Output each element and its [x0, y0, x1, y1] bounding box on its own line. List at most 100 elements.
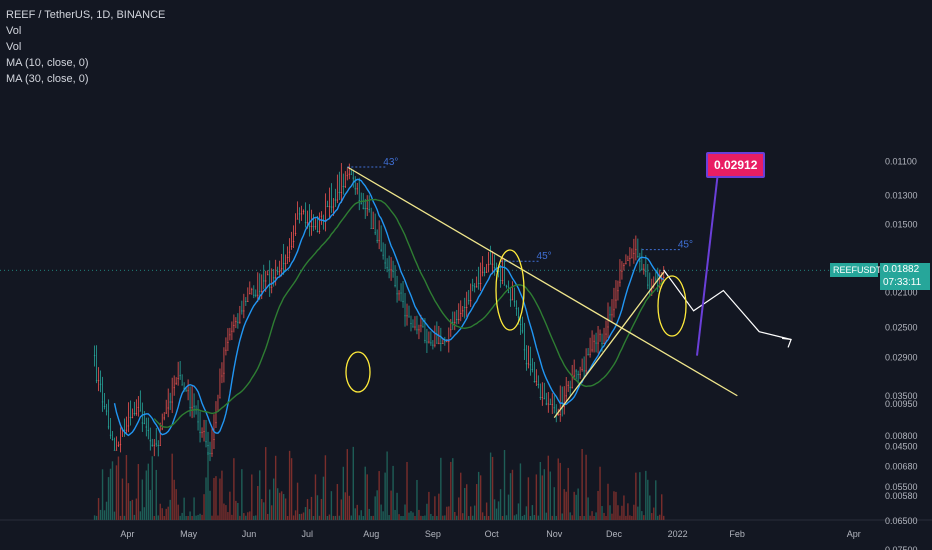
volume-bar: [346, 449, 349, 520]
volume-bar: [109, 468, 112, 520]
volume-bar: [296, 482, 299, 520]
volume-bar: [571, 515, 573, 520]
candle-body: [137, 406, 140, 408]
volume-bar: [93, 515, 96, 520]
candle-body: [253, 294, 255, 296]
volume-bar: [625, 515, 627, 520]
volume-bar: [615, 491, 617, 520]
volume-bar: [328, 514, 331, 520]
volume-bar: [284, 498, 287, 520]
legend-ma30[interactable]: MA (30, close, 0): [6, 73, 89, 85]
candle-body: [139, 410, 142, 412]
volume-bar: [181, 512, 183, 520]
legend-vol-2[interactable]: Vol: [6, 41, 22, 53]
volume-bar: [151, 456, 153, 520]
candle-body: [464, 307, 466, 308]
volume-bar: [659, 514, 661, 520]
volume-bar: [316, 495, 319, 520]
volume-bar: [593, 515, 595, 520]
volume-bar: [133, 514, 136, 520]
candle-body: [276, 271, 279, 273]
volume-bar: [601, 506, 603, 520]
volume-bar: [249, 511, 251, 520]
volume-bar: [535, 474, 538, 520]
candle-body: [406, 315, 408, 317]
candle-body: [569, 386, 571, 388]
candle-body: [127, 425, 130, 427]
candle-body: [454, 321, 456, 323]
candle-body: [487, 264, 490, 266]
volume-bar: [147, 463, 150, 520]
volume-bar: [332, 515, 335, 520]
legend-ma10[interactable]: MA (10, close, 0): [6, 57, 89, 69]
candle-body: [153, 444, 155, 446]
candle-body: [428, 341, 430, 343]
candle-body: [517, 316, 520, 318]
legend-symbol[interactable]: REEF / TetherUS, 1D, BINANCE: [6, 9, 166, 21]
volume-bar: [272, 478, 275, 520]
candle-body: [553, 407, 555, 409]
volume-bar: [537, 515, 540, 520]
candle-body: [473, 286, 476, 288]
candle-body: [521, 330, 524, 332]
volume-bar: [95, 515, 98, 520]
volume-bar: [322, 476, 325, 520]
volume-bar: [219, 478, 221, 520]
candle-body: [565, 395, 567, 397]
candle-body: [537, 384, 540, 385]
candle-body: [448, 341, 450, 342]
volume-bar: [245, 515, 247, 520]
volume-bar: [360, 510, 362, 520]
y-tick-label: 0.05500: [885, 482, 918, 492]
volume-bar: [581, 448, 583, 520]
volume-bar: [292, 515, 295, 520]
volume-bar: [491, 456, 494, 520]
volume-bar: [519, 463, 522, 520]
candle-body: [354, 188, 356, 190]
volume-bar: [477, 471, 480, 520]
candle-body: [316, 231, 319, 232]
volume-bar: [189, 511, 191, 520]
candle-body: [215, 422, 217, 424]
volume-bar: [376, 490, 378, 520]
volume-bar: [641, 511, 643, 520]
volume-bar: [565, 491, 567, 520]
volume-bar: [105, 501, 108, 520]
volume-bar: [137, 464, 140, 520]
volume-bar: [416, 479, 418, 520]
x-tick-label: Sep: [425, 529, 441, 539]
candle-body: [141, 422, 144, 424]
volume-bar: [414, 515, 416, 520]
candle-body: [402, 301, 404, 303]
candle-body: [450, 329, 452, 331]
candle-body: [360, 203, 362, 205]
candle-body: [479, 282, 482, 284]
legend-vol[interactable]: Vol: [6, 25, 22, 37]
candle-body: [593, 340, 595, 342]
candle-body: [601, 343, 603, 344]
y-tick-label: 0.01100: [885, 157, 917, 167]
angle-label: 45°: [678, 240, 693, 251]
candle-body: [434, 344, 436, 346]
candle-body: [509, 299, 512, 301]
volume-bar: [314, 474, 317, 520]
candle-body: [507, 292, 510, 294]
candle-body: [294, 233, 297, 234]
volume-bar: [374, 496, 376, 520]
candle-body: [547, 403, 549, 405]
candle-body: [432, 344, 434, 346]
volume-bar: [410, 511, 412, 520]
candle-body: [227, 342, 229, 343]
volume-bar: [348, 495, 350, 520]
candle-body: [300, 213, 303, 215]
candle-body: [247, 301, 249, 302]
candle-body: [388, 269, 390, 271]
volume-bar: [555, 515, 557, 520]
volume-bar: [225, 505, 227, 520]
candle-body: [641, 268, 643, 270]
candlesticks: [93, 163, 665, 462]
volume-bar: [621, 505, 623, 520]
candle-body: [629, 258, 631, 259]
candle-body: [175, 382, 177, 384]
